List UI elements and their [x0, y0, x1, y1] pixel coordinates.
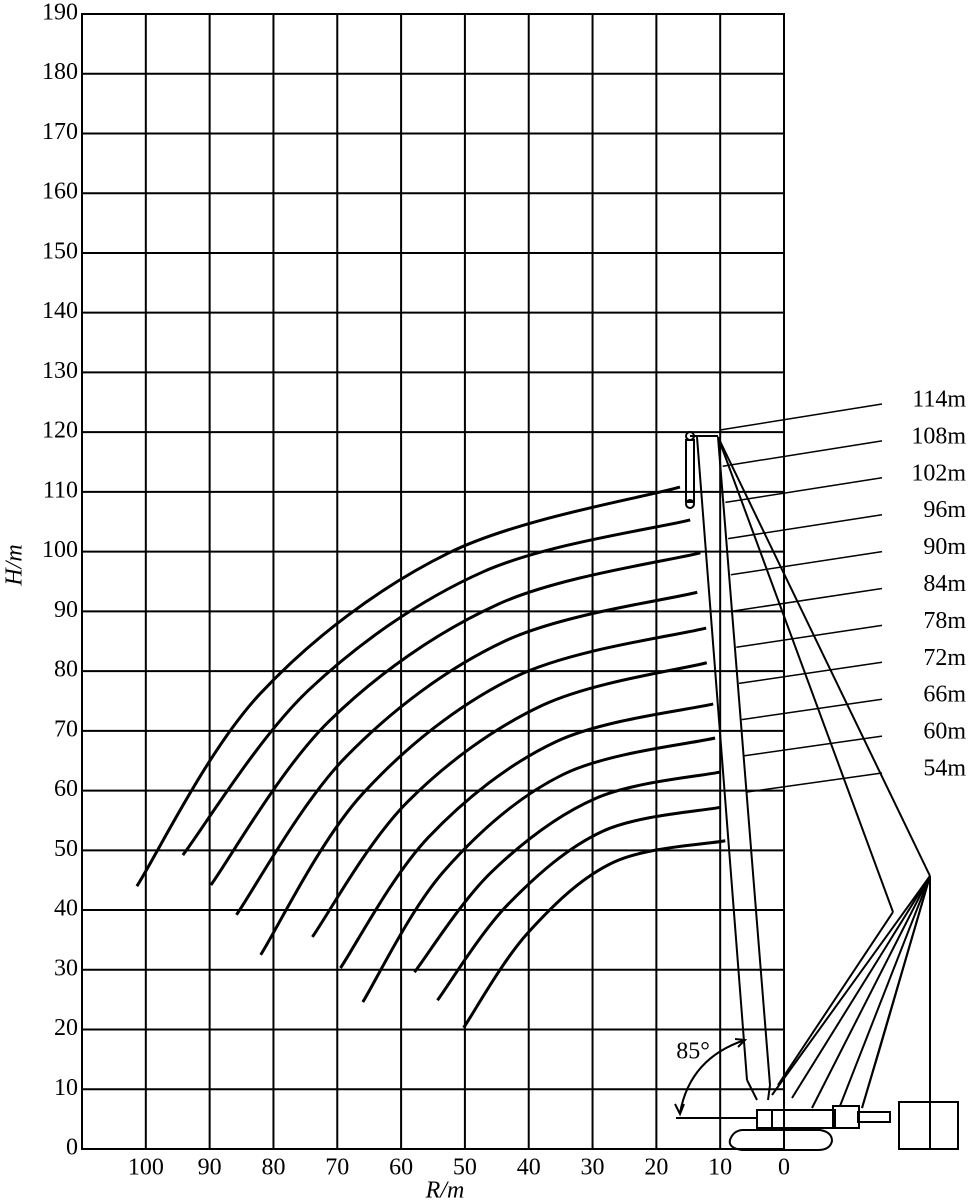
leader-line [738, 661, 883, 685]
series-label: 84m [923, 571, 966, 597]
series-label: 114m [912, 387, 966, 413]
series-label: 60m [923, 719, 966, 745]
lift-curve [135, 485, 681, 887]
x-tick-label: 100 [128, 1155, 164, 1181]
y-tick-label: 190 [42, 0, 78, 26]
y-tick-label: 120 [42, 418, 78, 444]
lift-curve [361, 736, 716, 1003]
x-tick-label: 70 [325, 1155, 349, 1181]
leader-line [733, 587, 883, 612]
y-tick-label: 30 [54, 955, 78, 981]
leader-line [747, 772, 883, 793]
series-label: 96m [923, 497, 966, 523]
y-tick-label: 170 [42, 119, 78, 145]
leader-line [736, 624, 883, 648]
series-label: 90m [923, 534, 966, 560]
lift-curve [181, 518, 691, 857]
series-label: 54m [923, 756, 966, 782]
y-tick-label: 50 [54, 836, 78, 862]
y-tick-label: 130 [42, 358, 78, 384]
x-tick-label: 10 [708, 1155, 732, 1181]
mast [879, 875, 931, 1049]
x-tick-label: 50 [453, 1155, 477, 1181]
leader-line [722, 440, 883, 467]
y-axis-label: H/m [2, 544, 28, 586]
lift-curve [235, 590, 698, 916]
arrow-head [674, 1103, 685, 1117]
mast [811, 875, 931, 1109]
x-axis-label: R/m [425, 1178, 465, 1203]
x-tick-label: 20 [644, 1155, 668, 1181]
crane-drawing [674, 431, 959, 1151]
y-tick-label: 110 [43, 477, 78, 503]
x-tick-label: 40 [517, 1155, 541, 1181]
arrow-head [734, 1038, 748, 1048]
lift-curve [462, 839, 726, 1029]
mast [791, 875, 931, 1099]
y-tick-label: 160 [42, 179, 78, 205]
y-tick-label: 80 [54, 657, 78, 683]
pendant [717, 436, 894, 913]
y-tick-label: 90 [54, 597, 78, 623]
angle-arc [679, 1039, 746, 1114]
counterweight [898, 1101, 959, 1150]
y-tick-label: 60 [54, 776, 78, 802]
boom-chord [717, 436, 771, 1086]
x-tick-label: 30 [581, 1155, 605, 1181]
series-label: 102m [911, 460, 966, 486]
y-tick-label: 10 [54, 1075, 78, 1101]
mast-back [777, 911, 894, 1086]
y-tick-label: 100 [42, 537, 78, 563]
x-tick-label: 90 [198, 1155, 222, 1181]
pendant [717, 436, 931, 877]
y-tick-label: 0 [66, 1135, 78, 1161]
leader-line [741, 698, 883, 721]
plot-frame [81, 13, 785, 1150]
lift-curve [413, 770, 721, 974]
mast [771, 875, 931, 1096]
leader-line [725, 477, 883, 504]
y-tick-label: 70 [54, 716, 78, 742]
y-tick-label: 140 [42, 298, 78, 324]
leader-line [728, 513, 883, 540]
series-label: 108m [911, 423, 966, 449]
angle-label: 85° [676, 1039, 710, 1065]
series-label: 66m [923, 682, 966, 708]
y-tick-label: 40 [54, 896, 78, 922]
lift-curves [135, 485, 726, 1029]
lift-curve [259, 626, 707, 956]
leader-line [719, 403, 883, 431]
x-tick-label: 0 [778, 1155, 790, 1181]
leader-line [730, 550, 883, 576]
grid [81, 13, 785, 1150]
lift-curve [339, 702, 714, 969]
y-tick-label: 150 [42, 238, 78, 264]
x-tick-label: 60 [389, 1155, 413, 1181]
cab [832, 1105, 860, 1129]
boom-foot [746, 1079, 758, 1101]
hook-block [685, 439, 695, 503]
boom-foot [767, 1084, 771, 1101]
lift-curve [311, 661, 708, 938]
hook [685, 499, 695, 509]
series-label: 78m [923, 608, 966, 634]
y-tick-label: 20 [54, 1015, 78, 1041]
series-label: 72m [923, 645, 966, 671]
x-tick-label: 80 [261, 1155, 285, 1181]
leader-line [744, 735, 883, 757]
lift-curve [209, 551, 701, 886]
lift-curve [436, 805, 721, 1002]
y-tick-label: 180 [42, 59, 78, 85]
turntable [756, 1109, 836, 1129]
mast [861, 1047, 881, 1109]
crawler-track [728, 1129, 834, 1151]
boom-chord [696, 436, 748, 1081]
frame [857, 1111, 891, 1123]
mast [839, 875, 931, 1107]
